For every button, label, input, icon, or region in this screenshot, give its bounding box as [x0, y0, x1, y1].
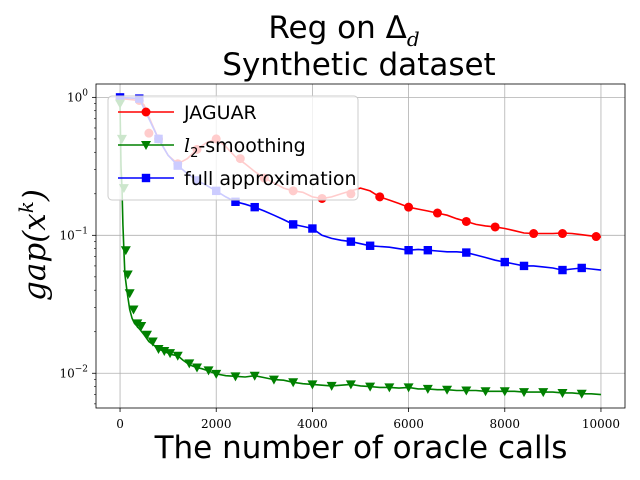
data-point-full-approximation [558, 265, 567, 275]
data-point-l2-smoothing [122, 270, 133, 280]
data-point-l2-smoothing [128, 305, 139, 315]
data-point-l2-smoothing [326, 381, 337, 391]
data-point-l2-smoothing [136, 322, 147, 332]
x-tick-label: 0 [116, 417, 124, 431]
data-point-full-approximation [346, 237, 356, 246]
data-point-l2-smoothing [120, 246, 131, 256]
data-point-full-approximation [423, 246, 433, 255]
data-point-l2-smoothing [211, 369, 222, 379]
legend-item-jaguar: JAGUAR [118, 102, 257, 124]
data-point-l2-smoothing [442, 385, 453, 395]
y-axis-label: gap(xk) [14, 189, 53, 301]
data-point-jaguar [404, 202, 414, 212]
data-point-l2-smoothing [165, 349, 176, 359]
data-point-l2-smoothing [124, 289, 135, 299]
plot-frame [95, 83, 626, 409]
legend-swatch-marker [141, 107, 151, 117]
data-point-jaguar [490, 222, 500, 232]
data-point-full-approximation [365, 241, 375, 250]
data-point-full-approximation [500, 257, 509, 267]
chart-title-line1: Reg on Δd [268, 10, 419, 51]
legend-swatch-marker [141, 173, 151, 183]
x-axis-label: The number of oracle calls [154, 430, 568, 466]
data-point-l2-smoothing [538, 388, 549, 398]
data-point-l2-smoothing [184, 359, 195, 369]
x-tick-label: 2000 [201, 417, 232, 431]
data-point-full-approximation [462, 248, 471, 257]
data-point-jaguar [432, 208, 442, 218]
legend-label: JAGUAR [183, 102, 257, 124]
series-l2-smoothing [115, 99, 602, 399]
data-point-l2-smoothing [172, 351, 183, 361]
data-point-l2-smoothing [203, 366, 214, 376]
data-point-full-approximation [577, 263, 586, 273]
data-point-jaguar [461, 216, 471, 226]
data-point-l2-smoothing [422, 384, 433, 394]
data-point-l2-smoothing [365, 382, 376, 392]
data-point-jaguar [375, 192, 385, 202]
chart-title-line1-sub: d [407, 27, 420, 51]
y-axis-label-sup: k [14, 201, 38, 213]
y-tick-label: 10−1 [59, 226, 88, 242]
data-point-full-approximation [231, 197, 240, 206]
data-point-l2-smoothing [499, 387, 510, 397]
y-axis-label-close: ) [17, 189, 53, 202]
y-tick-label: 10−2 [59, 364, 88, 380]
data-point-l2-smoothing [147, 337, 158, 347]
data-point-l2-smoothing [576, 389, 587, 399]
data-point-l2-smoothing [141, 330, 152, 340]
legend: JAGUAR l2-smoothing full approximation [107, 95, 359, 201]
legend-box [107, 95, 359, 201]
data-point-jaguar [557, 229, 567, 239]
data-point-full-approximation [404, 246, 413, 255]
data-point-l2-smoothing [557, 388, 568, 398]
x-tick-label: 8000 [489, 417, 520, 431]
data-point-l2-smoothing [461, 386, 472, 396]
data-point-full-approximation [250, 202, 259, 212]
legend-label: l2-smoothing [184, 135, 306, 161]
data-point-l2-smoothing [345, 380, 356, 390]
legend-label: full approximation [184, 168, 357, 190]
y-axis: 10−2 10−1 100 [59, 88, 96, 405]
chart-title-line1-main: Reg on Δ [268, 10, 406, 46]
x-axis: 0 2000 4000 6000 8000 10000 [116, 408, 620, 431]
data-point-l2-smoothing [307, 380, 318, 390]
data-point-l2-smoothing [249, 371, 260, 381]
x-tick-label: 6000 [393, 417, 424, 431]
legend-item-l2-smoothing: l2-smoothing [118, 135, 306, 161]
data-point-full-approximation [308, 224, 317, 233]
data-point-l2-smoothing [230, 372, 241, 382]
series-line-l2-smoothing [119, 103, 602, 396]
data-point-jaguar [529, 229, 539, 239]
data-point-jaguar [591, 232, 601, 242]
y-tick-label: 100 [67, 88, 88, 104]
data-point-l2-smoothing [480, 387, 491, 397]
y-axis-label-main: gap(x [17, 213, 53, 301]
data-point-l2-smoothing [519, 388, 530, 398]
data-point-l2-smoothing [403, 383, 414, 393]
chart-title-line2: Synthetic dataset [222, 47, 495, 83]
data-point-full-approximation [288, 220, 298, 229]
data-point-l2-smoothing [288, 378, 299, 388]
data-point-l2-smoothing [191, 363, 202, 373]
data-point-full-approximation [519, 261, 529, 271]
plot-border [95, 83, 626, 409]
legend-swatch-marker [141, 141, 151, 150]
data-point-l2-smoothing [384, 383, 395, 393]
data-point-l2-smoothing [268, 375, 279, 385]
legend-item-full-approximation: full approximation [118, 168, 357, 190]
x-tick-label: 4000 [297, 417, 328, 431]
x-tick-label: 10000 [582, 417, 620, 431]
